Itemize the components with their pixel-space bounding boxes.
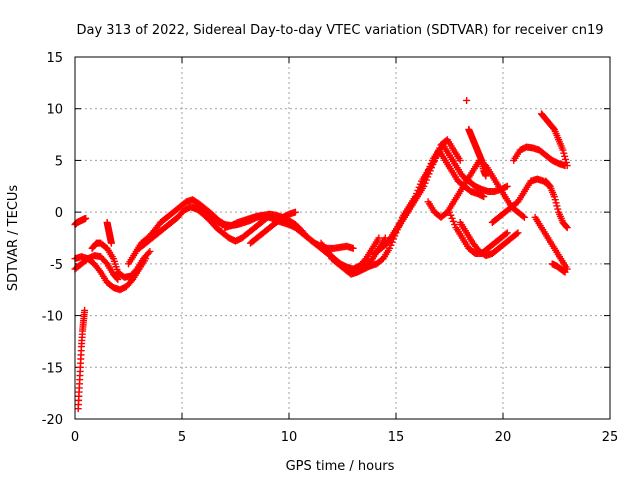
x-tick-label: 0 — [71, 430, 79, 445]
y-tick-label: -15 — [42, 361, 63, 376]
data-point — [421, 179, 429, 187]
x-tick-label: 15 — [388, 430, 405, 445]
chart-title: Day 313 of 2022, Sidereal Day-to-day VTE… — [76, 23, 603, 38]
y-axis-label: SDTVAR / TECUs — [6, 185, 21, 292]
data-point — [559, 146, 567, 154]
data-point — [446, 208, 453, 216]
data-point — [519, 212, 527, 220]
data-point — [386, 244, 394, 252]
data-point — [426, 167, 434, 175]
series-s23 — [542, 177, 571, 232]
x-tick-label: 10 — [281, 430, 298, 445]
series-s2 — [71, 252, 122, 283]
data-point — [430, 157, 438, 165]
data-point — [550, 193, 558, 201]
data-point — [449, 217, 457, 225]
x-axis-label: GPS time / hours — [286, 459, 395, 474]
series-s20 — [510, 143, 569, 170]
series-s22 — [538, 110, 571, 170]
data-point — [132, 266, 140, 274]
data-point — [552, 199, 560, 207]
x-tick-label: 5 — [178, 430, 186, 445]
data-point — [113, 274, 121, 282]
data-points — [71, 96, 571, 413]
data-point — [291, 208, 299, 216]
data-point — [127, 277, 135, 285]
y-tick-label: -10 — [42, 310, 63, 325]
y-tick-label: 5 — [55, 154, 63, 169]
data-point — [553, 202, 561, 210]
series-s18 — [465, 125, 490, 180]
data-point — [107, 239, 115, 247]
series-s14 — [388, 141, 511, 242]
data-point — [562, 223, 570, 231]
series-s5 — [103, 218, 115, 247]
data-point — [420, 182, 428, 190]
data-point — [102, 258, 110, 266]
data-point — [551, 196, 559, 204]
data-point — [114, 275, 122, 283]
x-tick-label: 20 — [495, 430, 512, 445]
data-point — [563, 224, 571, 232]
data-point — [422, 176, 430, 184]
y-tick-label: 10 — [46, 103, 63, 118]
data-point — [480, 193, 488, 201]
data-point — [562, 158, 570, 166]
data-point — [425, 170, 433, 178]
data-point — [513, 230, 521, 238]
series-s9 — [221, 210, 383, 273]
data-point — [448, 214, 456, 222]
y-tick-label: 0 — [55, 206, 63, 221]
series-s21 — [531, 213, 571, 273]
data-point — [561, 155, 569, 163]
data-point — [502, 230, 510, 238]
data-point — [563, 162, 571, 170]
y-tick-label: -5 — [50, 258, 63, 273]
data-point — [560, 149, 568, 157]
data-point — [554, 205, 562, 213]
series-s10 — [246, 208, 299, 247]
data-point — [429, 161, 437, 169]
y-tick-label: -20 — [42, 413, 63, 428]
data-point — [503, 182, 511, 190]
data-point — [431, 154, 439, 162]
series-spike — [74, 306, 89, 413]
plot-frame — [74, 56, 611, 420]
data-point — [482, 172, 490, 180]
data-point — [424, 173, 432, 181]
data-point — [81, 306, 89, 314]
data-point — [381, 234, 389, 242]
series-s4 — [88, 239, 154, 281]
data-point — [447, 211, 455, 219]
series-s1 — [71, 214, 90, 229]
y-tick-label: 15 — [46, 51, 63, 66]
data-point — [561, 268, 569, 276]
data-point — [361, 256, 369, 264]
data-point — [520, 213, 528, 221]
data-point — [428, 164, 436, 172]
data-point — [503, 229, 511, 237]
data-point — [561, 152, 569, 160]
x-tick-label: 25 — [602, 430, 619, 445]
series-s6 — [125, 196, 229, 268]
data-point — [514, 229, 522, 237]
series-outlier — [463, 96, 471, 104]
data-point — [463, 96, 471, 104]
data-point — [82, 214, 90, 222]
data-point — [456, 156, 464, 164]
series-s17 — [456, 218, 522, 260]
data-point — [145, 249, 153, 257]
series-s24 — [548, 260, 569, 276]
data-point — [146, 247, 154, 255]
data-point — [349, 244, 357, 252]
data-point — [451, 221, 459, 229]
data-point — [375, 234, 383, 242]
